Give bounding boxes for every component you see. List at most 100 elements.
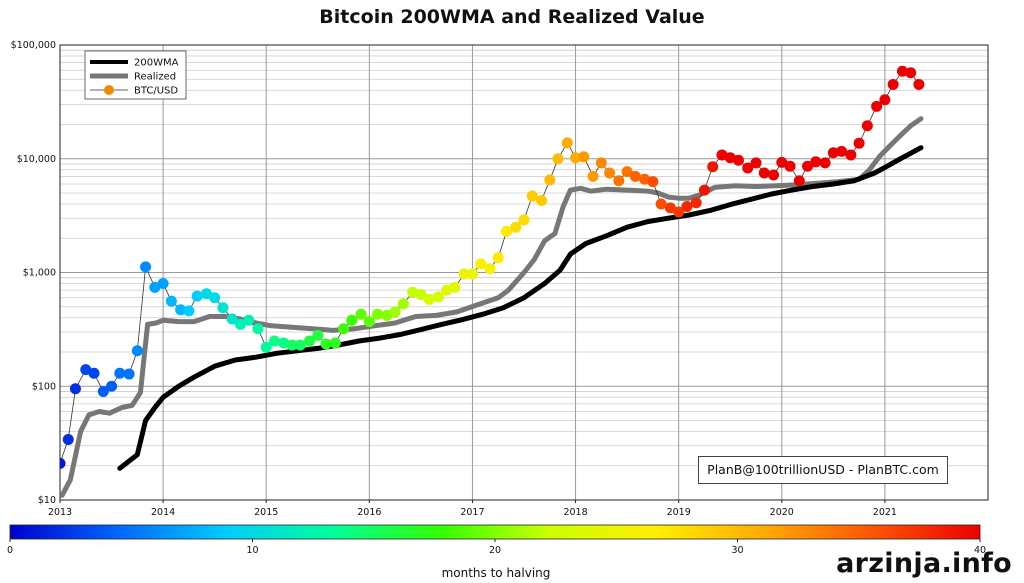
btcusd-point bbox=[397, 298, 409, 310]
btcusd-point bbox=[526, 190, 538, 202]
btcusd-point bbox=[871, 100, 883, 112]
series-realized-line bbox=[60, 116, 924, 498]
colorbar-tick-label: 40 bbox=[974, 545, 986, 556]
btcusd-point bbox=[97, 385, 109, 397]
x-axis: 2013 2014 2015 2016 2017 2018 2019 2020 2021 bbox=[48, 500, 897, 518]
btcusd-point bbox=[183, 305, 195, 317]
btcusd-point bbox=[732, 154, 744, 166]
btcusd-point bbox=[664, 202, 676, 214]
btcusd-point bbox=[149, 281, 161, 293]
btcusd-point bbox=[853, 137, 865, 149]
btcusd-point bbox=[140, 261, 152, 273]
legend-label: BTC/USD bbox=[134, 86, 178, 97]
btcusd-point bbox=[629, 170, 641, 182]
x-tick-label: 2014 bbox=[151, 507, 175, 518]
btcusd-point bbox=[587, 170, 599, 182]
btcusd-point bbox=[157, 278, 169, 290]
btcusd-point bbox=[536, 194, 548, 206]
btcusd-point bbox=[879, 94, 891, 106]
legend-label: Realized bbox=[134, 72, 176, 83]
x-tick-label: 2017 bbox=[460, 507, 484, 518]
btcusd-point bbox=[768, 169, 780, 181]
btcusd-point bbox=[80, 364, 92, 376]
btcusd-point bbox=[175, 304, 187, 316]
credit-box: PlanB@100trillionUSD - PlanBTC.com bbox=[698, 456, 948, 484]
colorbar: 0 10 20 30 40 bbox=[7, 524, 986, 556]
btcusd-point bbox=[217, 302, 229, 314]
btcusd-point bbox=[913, 78, 925, 90]
colorbar-tick-label: 20 bbox=[489, 545, 501, 556]
watermark: arzinja.info bbox=[836, 548, 1012, 579]
btcusd-point bbox=[346, 314, 358, 326]
y-axis: $10 $100 $1,000 $10,000 $100,000 bbox=[11, 40, 56, 506]
btcusd-point bbox=[423, 293, 435, 305]
btcusd-point bbox=[278, 337, 290, 349]
btcusd-point bbox=[707, 161, 719, 173]
btcusd-point bbox=[407, 286, 419, 298]
btcusd-point bbox=[518, 214, 530, 226]
btcusd-point bbox=[750, 157, 762, 169]
y-tick-label: $10,000 bbox=[17, 154, 56, 165]
colorbar-tick-label: 10 bbox=[246, 545, 258, 556]
btcusd-point bbox=[338, 323, 350, 335]
btcusd-point bbox=[639, 173, 651, 185]
btcusd-point bbox=[724, 152, 736, 164]
btcusd-point bbox=[827, 147, 839, 159]
legend-label: 200WMA bbox=[134, 58, 179, 69]
btcusd-point bbox=[458, 268, 470, 280]
btcusd-point bbox=[363, 316, 375, 328]
btcusd-point bbox=[621, 166, 633, 178]
btcusd-point bbox=[209, 292, 221, 304]
btcusd-point bbox=[268, 335, 280, 347]
x-tick-label: 2019 bbox=[667, 507, 691, 518]
btcusd-point bbox=[381, 309, 393, 321]
btcusd-point bbox=[69, 383, 81, 395]
btcusd-point bbox=[260, 341, 272, 353]
btcusd-point bbox=[810, 156, 822, 168]
btcusd-point bbox=[312, 329, 324, 341]
btcusd-point bbox=[286, 339, 298, 351]
x-tick-label: 2013 bbox=[48, 507, 72, 518]
btcusd-point bbox=[131, 345, 143, 357]
plot-frame bbox=[59, 44, 989, 501]
btcusd-point bbox=[510, 221, 522, 233]
colorbar-tick-label: 0 bbox=[7, 545, 13, 556]
chart-title: Bitcoin 200WMA and Realized Value bbox=[319, 6, 705, 28]
btcusd-point bbox=[304, 335, 316, 347]
y-tick-label: $100 bbox=[32, 381, 56, 392]
btcusd-point bbox=[449, 281, 461, 293]
btcusd-point bbox=[62, 434, 74, 446]
btcusd-point bbox=[655, 198, 667, 210]
y-tick-label: $1,000 bbox=[23, 268, 56, 279]
btcusd-point bbox=[776, 156, 788, 168]
btcusd-point bbox=[88, 367, 100, 379]
btcusd-point bbox=[570, 152, 582, 164]
y-tick-label: $10 bbox=[38, 495, 56, 506]
btcusd-point bbox=[784, 160, 796, 172]
btcusd-point bbox=[165, 295, 177, 307]
btcusd-point bbox=[320, 338, 332, 350]
series-200wma-line bbox=[117, 145, 924, 471]
colorbar-gradient bbox=[9, 524, 981, 540]
btcusd-point bbox=[415, 289, 427, 301]
legend-swatch-marker bbox=[104, 85, 114, 95]
btcusd-point bbox=[234, 318, 246, 330]
btcusd-point bbox=[484, 263, 496, 275]
btcusd-point bbox=[552, 153, 564, 165]
btcusd-point bbox=[578, 151, 590, 163]
btcusd-point bbox=[500, 225, 512, 237]
btcusd-point bbox=[836, 145, 848, 157]
btcusd-point bbox=[432, 291, 444, 303]
btcusd-point bbox=[613, 175, 625, 187]
btcusd-point bbox=[595, 157, 607, 169]
btcusd-point bbox=[123, 368, 135, 380]
btcusd-point bbox=[887, 78, 899, 90]
btcusd-point bbox=[492, 252, 504, 264]
btcusd-point bbox=[226, 313, 238, 325]
btcusd-point bbox=[647, 176, 659, 188]
btcusd-point bbox=[561, 137, 573, 149]
btcusd-point bbox=[200, 288, 212, 300]
x-tick-label: 2015 bbox=[254, 507, 278, 518]
btcusd-point bbox=[252, 323, 264, 335]
